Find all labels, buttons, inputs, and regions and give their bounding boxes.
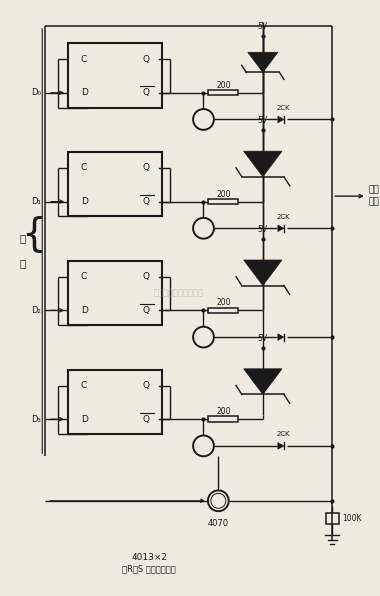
Text: D₂: D₂ bbox=[32, 306, 41, 315]
Bar bbox=[68, 44, 162, 107]
Text: 100K: 100K bbox=[342, 514, 361, 523]
Text: 2CK: 2CK bbox=[277, 105, 290, 111]
Text: Q: Q bbox=[142, 272, 149, 281]
Text: C: C bbox=[81, 381, 87, 390]
Text: Q: Q bbox=[142, 197, 149, 206]
Polygon shape bbox=[244, 151, 282, 177]
Text: 总: 总 bbox=[19, 234, 25, 244]
Text: 200: 200 bbox=[216, 81, 231, 90]
Polygon shape bbox=[248, 52, 278, 72]
Text: 杭州将睿科技有限公司: 杭州将睿科技有限公司 bbox=[154, 288, 204, 297]
Text: 4013×2: 4013×2 bbox=[131, 552, 167, 561]
Bar bbox=[209, 417, 238, 422]
Bar bbox=[68, 261, 162, 325]
Polygon shape bbox=[278, 443, 284, 449]
Text: Q: Q bbox=[142, 55, 149, 64]
Text: D₃: D₃ bbox=[32, 415, 41, 424]
Text: 200: 200 bbox=[216, 299, 231, 308]
Text: Q: Q bbox=[142, 306, 149, 315]
Polygon shape bbox=[278, 225, 284, 231]
Circle shape bbox=[193, 109, 214, 130]
Text: C: C bbox=[81, 163, 87, 172]
Text: 4070: 4070 bbox=[208, 519, 229, 527]
Polygon shape bbox=[244, 260, 282, 285]
Text: Q: Q bbox=[142, 415, 149, 424]
Text: 200: 200 bbox=[216, 190, 231, 198]
Text: 5V: 5V bbox=[258, 116, 268, 125]
Text: 5V: 5V bbox=[258, 334, 268, 343]
Bar bbox=[68, 370, 162, 434]
Circle shape bbox=[193, 436, 214, 457]
Text: Q: Q bbox=[142, 381, 149, 390]
Text: 2CK: 2CK bbox=[277, 214, 290, 220]
Text: Q: Q bbox=[142, 88, 149, 97]
Polygon shape bbox=[278, 116, 284, 123]
Text: 线: 线 bbox=[19, 259, 25, 268]
Text: D₀: D₀ bbox=[32, 88, 41, 97]
Bar bbox=[209, 308, 238, 313]
Text: D: D bbox=[81, 306, 88, 315]
Text: C: C bbox=[81, 55, 87, 64]
Text: 200: 200 bbox=[216, 407, 231, 416]
Text: D₁: D₁ bbox=[32, 197, 41, 206]
Bar bbox=[209, 199, 238, 204]
Text: D: D bbox=[81, 197, 88, 206]
Polygon shape bbox=[278, 334, 284, 340]
Bar bbox=[68, 152, 162, 216]
Text: 选通
输出: 选通 输出 bbox=[369, 186, 380, 206]
Circle shape bbox=[193, 218, 214, 238]
Text: 2CK: 2CK bbox=[277, 432, 290, 437]
Text: {: { bbox=[21, 215, 46, 253]
Text: Q: Q bbox=[142, 163, 149, 172]
Text: 5V: 5V bbox=[258, 225, 268, 234]
Bar bbox=[209, 90, 238, 95]
Text: D: D bbox=[81, 88, 88, 97]
Circle shape bbox=[208, 491, 229, 511]
Text: D: D bbox=[81, 415, 88, 424]
Text: C: C bbox=[81, 272, 87, 281]
Bar bbox=[326, 513, 339, 524]
Polygon shape bbox=[244, 369, 282, 395]
Circle shape bbox=[193, 327, 214, 347]
Text: （R，S 端全部接地）: （R，S 端全部接地） bbox=[122, 564, 176, 573]
Text: 5V: 5V bbox=[258, 22, 268, 31]
